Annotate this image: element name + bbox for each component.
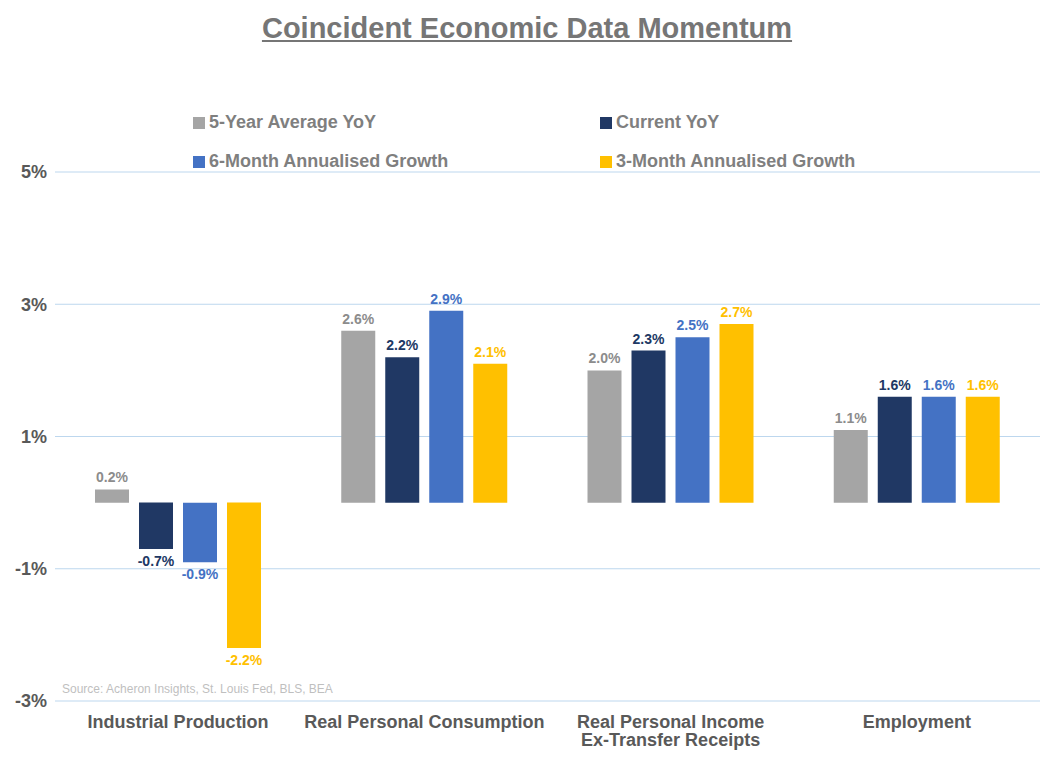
- svg-text:2.2%: 2.2%: [386, 337, 418, 353]
- svg-text:-2.2%: -2.2%: [226, 652, 263, 668]
- svg-text:1.6%: 1.6%: [879, 377, 911, 393]
- svg-text:2.1%: 2.1%: [474, 344, 506, 360]
- svg-text:0.2%: 0.2%: [96, 469, 128, 485]
- svg-text:2.3%: 2.3%: [633, 331, 665, 347]
- html-text:Source: Acheron Insights, St.: Source: Acheron Insights, St. Louis Fed,…: [62, 682, 333, 696]
- html-text:5-Year Average YoY: 5-Year Average YoY: [209, 112, 377, 132]
- svg-text:1.1%: 1.1%: [835, 410, 867, 426]
- svg-text:Employment: Employment: [863, 712, 971, 732]
- svg-text:2.5%: 2.5%: [677, 317, 709, 333]
- svg-text:Industrial Production: Industrial Production: [88, 712, 269, 732]
- svg-text:1%: 1%: [21, 427, 47, 447]
- svg-text:-1%: -1%: [15, 559, 47, 579]
- svg-text:5%: 5%: [21, 162, 47, 182]
- svg-text:-3%: -3%: [15, 691, 47, 711]
- svg-text:1.6%: 1.6%: [923, 377, 955, 393]
- svg-text:2.9%: 2.9%: [430, 291, 462, 307]
- svg-text:2.7%: 2.7%: [721, 304, 753, 320]
- svg-text:2.6%: 2.6%: [342, 311, 374, 327]
- svg-text:-0.9%: -0.9%: [182, 566, 219, 582]
- html-text:3-Month Annualised Growth: 3-Month Annualised Growth: [616, 151, 856, 171]
- html-text:6-Month Annualised Growth: 6-Month Annualised Growth: [209, 151, 449, 171]
- svg-text:Real Personal IncomeEx-Transfe: Real Personal IncomeEx-Transfer Receipts: [577, 712, 764, 750]
- svg-text:1.6%: 1.6%: [967, 377, 999, 393]
- html-text:Current YoY: Current YoY: [616, 112, 720, 132]
- svg-text:2.0%: 2.0%: [589, 350, 621, 366]
- svg-text:Real Personal Consumption: Real Personal Consumption: [304, 712, 544, 732]
- svg-text:-0.7%: -0.7%: [138, 553, 175, 569]
- html-text:Coincident Economic Data Momen: Coincident Economic Data Momentum: [261, 12, 792, 44]
- svg-text:3%: 3%: [21, 295, 47, 315]
